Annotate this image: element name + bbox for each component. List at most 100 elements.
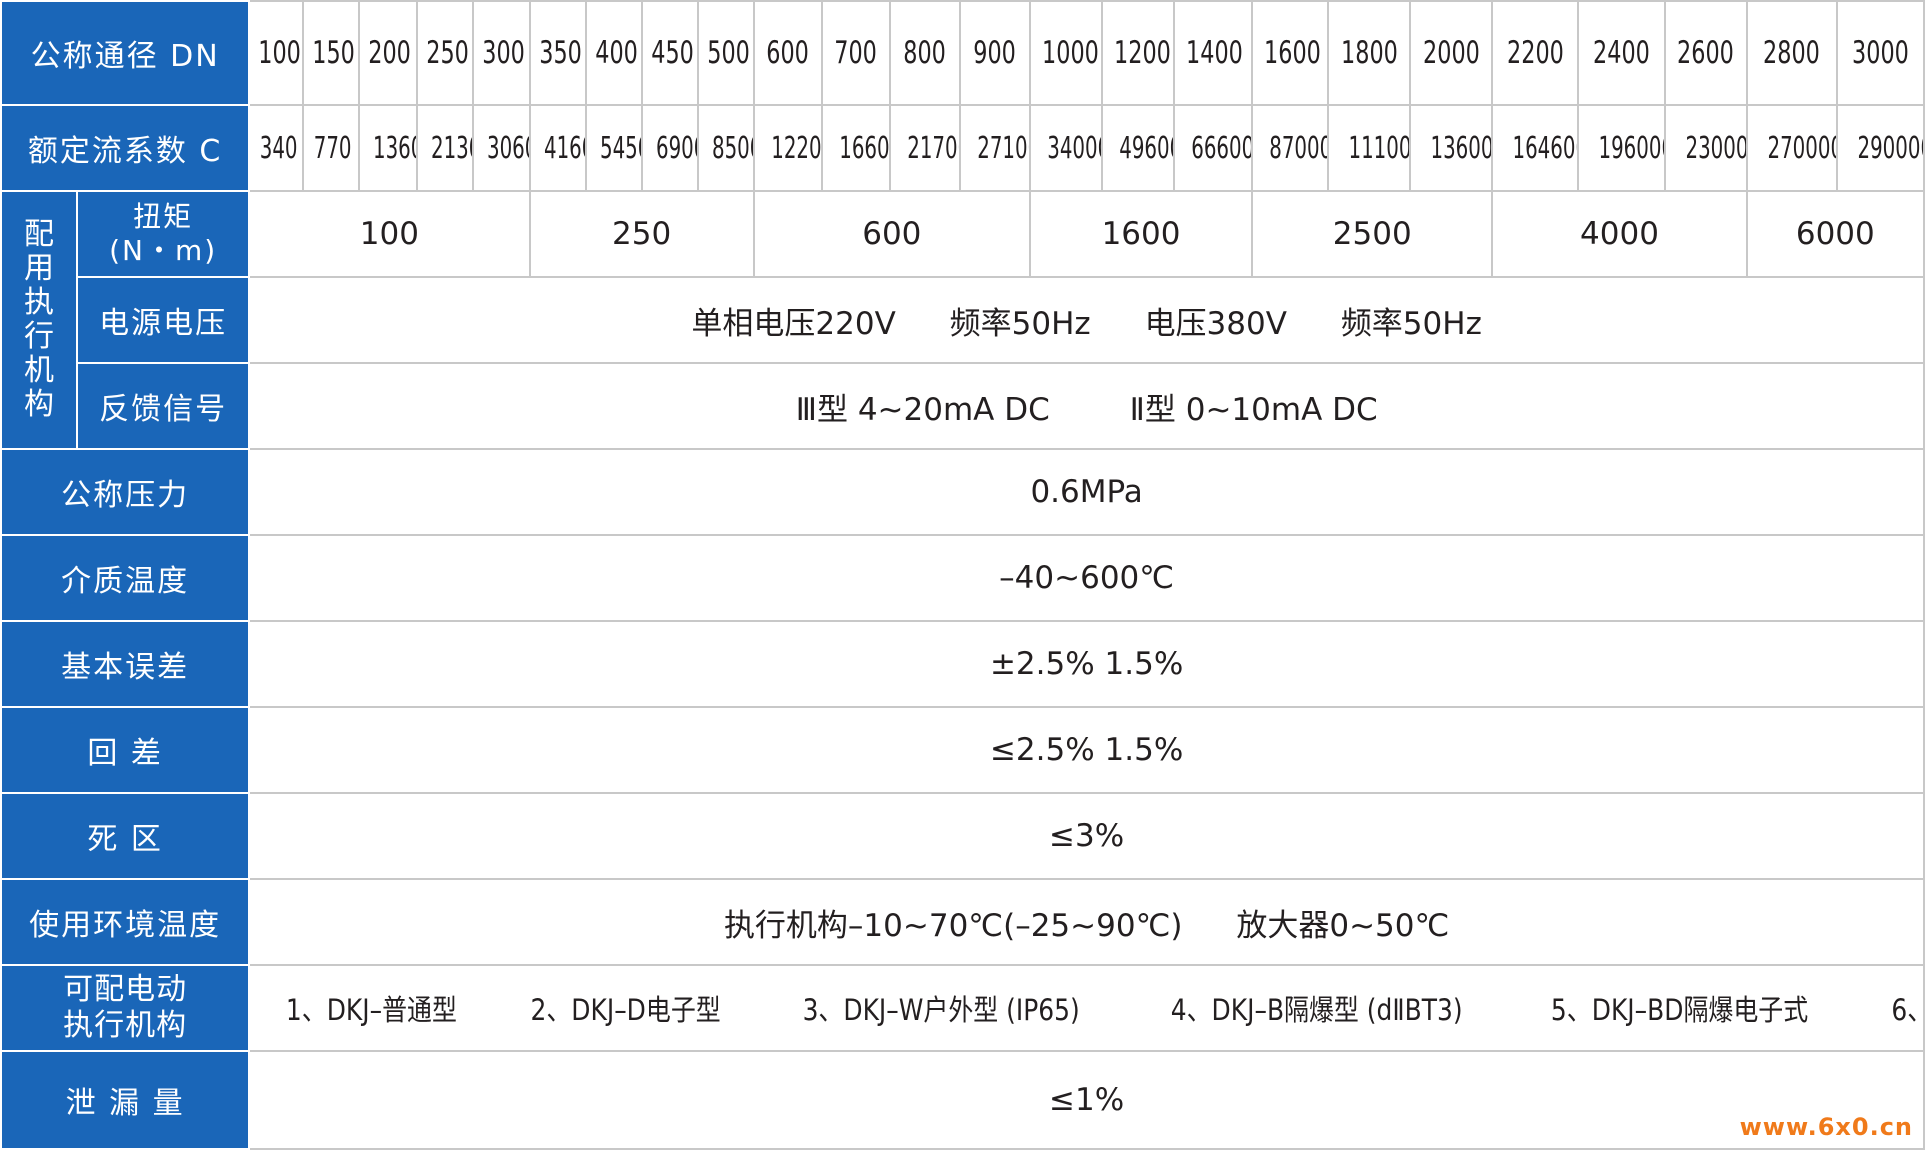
- model-item: 1、DKJ–普通型: [286, 993, 458, 1027]
- models-label-line1: 可配电动: [63, 972, 188, 1007]
- torque-label-line2: (N・m): [109, 234, 218, 267]
- feedback-label: 反馈信号: [76, 362, 251, 450]
- dn-value: 1200: [1100, 0, 1176, 106]
- leakage-label: 泄 漏 量: [0, 1050, 251, 1150]
- dead-zone-label: 死 区: [0, 792, 251, 880]
- ambient-temp-row: 使用环境温度 执行机构–10~70℃(–25~90℃) 放大器0~50℃: [0, 878, 1925, 966]
- leakage-value: ≤1%: [248, 1050, 1925, 1150]
- dn-value: 300: [472, 0, 531, 106]
- medium-temp-row: 介质温度 –40~600℃: [0, 534, 1925, 622]
- pressure-label: 公称压力: [0, 448, 251, 536]
- c-value: 770: [302, 104, 361, 192]
- torque-value: 2500: [1251, 190, 1494, 278]
- actuator-group-label: 配用执行机构: [0, 190, 79, 450]
- dn-value: 1600: [1251, 0, 1330, 106]
- models-label-line2: 执行机构: [63, 1008, 188, 1043]
- dn-value: 1000: [1028, 0, 1104, 106]
- basic-error-label: 基本误差: [0, 620, 251, 708]
- dn-value: 600: [752, 0, 823, 106]
- power-label: 电源电压: [76, 276, 251, 364]
- dn-value: 400: [584, 0, 643, 106]
- dn-value: 350: [528, 0, 587, 106]
- power-part: 频率50Hz: [949, 305, 1091, 342]
- models-value: 1、DKJ–普通型 2、DKJ–D电子型 3、DKJ–W户外型 (IP65) 4、DK…: [248, 964, 1925, 1052]
- c-value: 270000: [1745, 104, 1838, 192]
- c-value: 111000: [1327, 104, 1412, 192]
- pressure-value: 0.6MPa: [248, 448, 1925, 536]
- pressure-row: 公称压力 0.6MPa: [0, 448, 1925, 536]
- c-value: 290000: [1835, 104, 1925, 192]
- dn-row: 公称通径 DN 100 150 200 250 300 350 400 450 …: [0, 0, 1925, 106]
- c-value: 66600: [1173, 104, 1254, 192]
- c-label: 额定流系数 C: [0, 104, 251, 192]
- dn-value: 2200: [1491, 0, 1580, 106]
- dn-value: 2800: [1745, 0, 1838, 106]
- c-value: 2130: [416, 104, 475, 192]
- hysteresis-row: 回 差 ≤2.5% 1.5%: [0, 706, 1925, 794]
- dn-label: 公称通径 DN: [0, 0, 251, 106]
- c-value: 8500: [696, 104, 755, 192]
- medium-temp-label: 介质温度: [0, 534, 251, 622]
- torque-row: 配用执行机构 扭矩 (N・m) 100 250 600 1600 2500 40…: [0, 190, 1925, 450]
- dn-value: 3000: [1835, 0, 1925, 106]
- feedback-row: 反馈信号 Ⅲ型 4~20mA DC Ⅱ型 0~10mA DC: [1, 362, 1925, 450]
- dn-value: 2600: [1663, 0, 1748, 106]
- model-item: 2、DKJ–D电子型: [530, 993, 721, 1027]
- c-value: 27100: [958, 104, 1031, 192]
- c-value: 3060: [472, 104, 531, 192]
- ambient-temp-label: 使用环境温度: [0, 878, 251, 966]
- model-item: 4、DKJ–B隔爆型 (dⅡBT3): [1170, 993, 1463, 1027]
- leakage-row: 泄 漏 量 ≤1%: [0, 1050, 1925, 1150]
- dead-zone-value: ≤3%: [248, 792, 1925, 880]
- hysteresis-value: ≤2.5% 1.5%: [248, 706, 1925, 794]
- c-value: 5450: [584, 104, 643, 192]
- c-value: 21700: [888, 104, 961, 192]
- dn-value: 500: [696, 0, 755, 106]
- ambient-temp-part: 放大器0~50℃: [1236, 907, 1450, 944]
- feedback-part: Ⅱ型 0~10mA DC: [1129, 391, 1378, 428]
- power-value: 单相电压220V 频率50Hz 电压380V 频率50Hz: [248, 276, 1925, 364]
- model-item: 5、DKJ–BD隔爆电子式: [1550, 993, 1809, 1027]
- dn-value: 1800: [1327, 0, 1412, 106]
- watermark-logo: www.6x0.cn: [1739, 1113, 1913, 1141]
- dn-value: 150: [302, 0, 361, 106]
- c-value: 136000: [1409, 104, 1494, 192]
- basic-error-value: ±2.5% 1.5%: [248, 620, 1925, 708]
- ambient-temp-value: 执行机构–10~70℃(–25~90℃) 放大器0~50℃: [248, 878, 1925, 966]
- c-value: 6900: [640, 104, 699, 192]
- dn-value: 2000: [1409, 0, 1494, 106]
- models-label: 可配电动 执行机构: [0, 964, 251, 1052]
- model-item: 3、DKJ–W户外型 (IP65): [802, 993, 1081, 1027]
- dn-value: 1400: [1173, 0, 1254, 106]
- torque-value: 600: [752, 190, 1031, 278]
- torque-value: 6000: [1745, 190, 1925, 278]
- feedback-part: Ⅲ型 4~20mA DC: [795, 391, 1050, 428]
- torque-value: 250: [528, 190, 755, 278]
- model-item: 6、SD整体式角行程: [1891, 993, 1922, 1027]
- c-value: 340: [248, 104, 305, 192]
- power-part: 频率50Hz: [1340, 305, 1482, 342]
- c-value: 1360: [358, 104, 419, 192]
- dn-value: 250: [416, 0, 475, 106]
- torque-value: 100: [248, 190, 531, 278]
- c-value: 164600: [1491, 104, 1580, 192]
- torque-value: 1600: [1028, 190, 1254, 278]
- dn-value: 450: [640, 0, 699, 106]
- hysteresis-label: 回 差: [0, 706, 251, 794]
- c-value: 16600: [820, 104, 891, 192]
- medium-temp-value: –40~600℃: [248, 534, 1925, 622]
- feedback-value: Ⅲ型 4~20mA DC Ⅱ型 0~10mA DC: [248, 362, 1925, 450]
- torque-label-line1: 扭矩: [133, 200, 194, 233]
- c-value: 12200: [752, 104, 823, 192]
- power-part: 单相电压220V: [691, 305, 896, 342]
- dn-value: 700: [820, 0, 891, 106]
- dn-value: 200: [358, 0, 419, 106]
- dn-value: 800: [888, 0, 961, 106]
- dn-value: 900: [958, 0, 1031, 106]
- torque-value: 4000: [1491, 190, 1748, 278]
- dn-value: 100: [248, 0, 305, 106]
- power-part: 电压380V: [1144, 305, 1287, 342]
- c-value: 230000: [1663, 104, 1748, 192]
- c-value: 49600: [1100, 104, 1176, 192]
- ambient-temp-part: 执行机构–10~70℃(–25~90℃): [723, 907, 1183, 944]
